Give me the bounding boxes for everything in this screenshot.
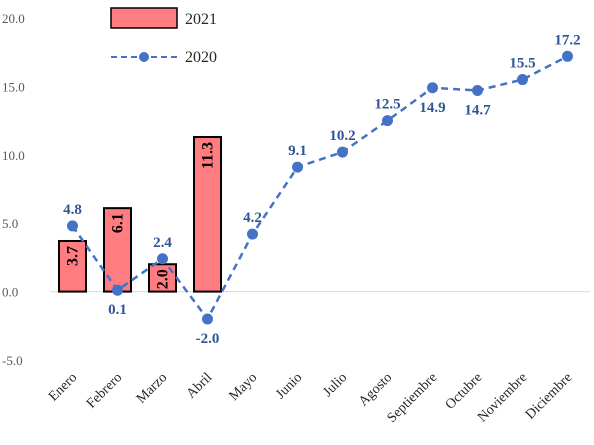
legend-label-2021: 2021 (185, 11, 217, 28)
category-label: Febrero (84, 370, 125, 411)
point-2020 (67, 220, 78, 232)
point-2020 (247, 228, 258, 240)
line-data-label: 15.5 (509, 56, 535, 72)
category-label: Agosto (356, 370, 395, 409)
bar-data-label: 3.7 (65, 246, 82, 266)
line-data-label: 10.2 (329, 128, 355, 144)
line-data-label: 14.9 (419, 100, 445, 116)
y-tick-label: 15.0 (2, 79, 25, 94)
line-data-label: 4.2 (243, 210, 262, 226)
y-tick-label: 10.0 (2, 148, 25, 163)
bar-data-label: 2.0 (155, 269, 172, 289)
point-2020 (292, 161, 303, 173)
point-2020 (517, 74, 528, 86)
point-2020 (382, 115, 393, 127)
bar-2021 (58, 239, 87, 293)
point-2020 (112, 284, 123, 296)
line-data-label: 14.7 (464, 103, 491, 119)
legend-marker-2020 (139, 52, 149, 62)
point-2020 (157, 253, 168, 265)
category-label: Marzo (134, 370, 170, 406)
category-label: Diciembre (523, 370, 575, 422)
line-data-label: 12.5 (374, 97, 400, 113)
legend-swatch-2021 (110, 7, 178, 29)
bar-data-label: 6.1 (110, 213, 127, 233)
line-data-label: 9.1 (288, 143, 307, 159)
category-label: Abril (184, 370, 216, 402)
line-2020 (71, 55, 569, 322)
category-label: Junio (273, 370, 305, 402)
line-data-label: 0.1 (108, 302, 127, 318)
line-data-label: 4.8 (63, 202, 82, 218)
line-layer (67, 50, 573, 325)
legend-label-2020: 2020 (185, 49, 217, 66)
category-label: Julio (320, 370, 350, 400)
point-2020 (562, 50, 573, 62)
y-tick-label: -5.0 (2, 353, 23, 368)
line-data-label: 2.4 (153, 235, 172, 251)
bar-data-label: 11.3 (200, 142, 217, 169)
line-data-label: -2.0 (196, 331, 220, 347)
category-label: Octubre (443, 370, 485, 412)
y-tick-label: 20.0 (2, 11, 25, 26)
category-label: Enero (46, 370, 80, 404)
line-data-label: 17.2 (554, 32, 580, 48)
point-2020 (427, 82, 438, 94)
y-tick-label: 5.0 (2, 216, 18, 231)
legend: 2021 2020 (110, 7, 217, 66)
bar-layer (58, 136, 222, 293)
y-tick-label: 0.0 (2, 285, 18, 300)
point-2020 (337, 146, 348, 158)
category-label: Noviembre (475, 370, 530, 425)
point-2020 (202, 313, 213, 325)
category-label: Mayo (227, 370, 261, 404)
axis-layer: 20.0 15.0 10.0 5.0 0.0 -5.0 Enero Febrero Marzo A… (2, 11, 590, 426)
bar-2021 (193, 136, 222, 293)
label-layer: 3.7 6.1 2.0 11.3 4.8 0.1 2.4 -2.0 4.2 9.1 10.2 12.5… (63, 32, 581, 347)
point-2020 (472, 85, 483, 97)
